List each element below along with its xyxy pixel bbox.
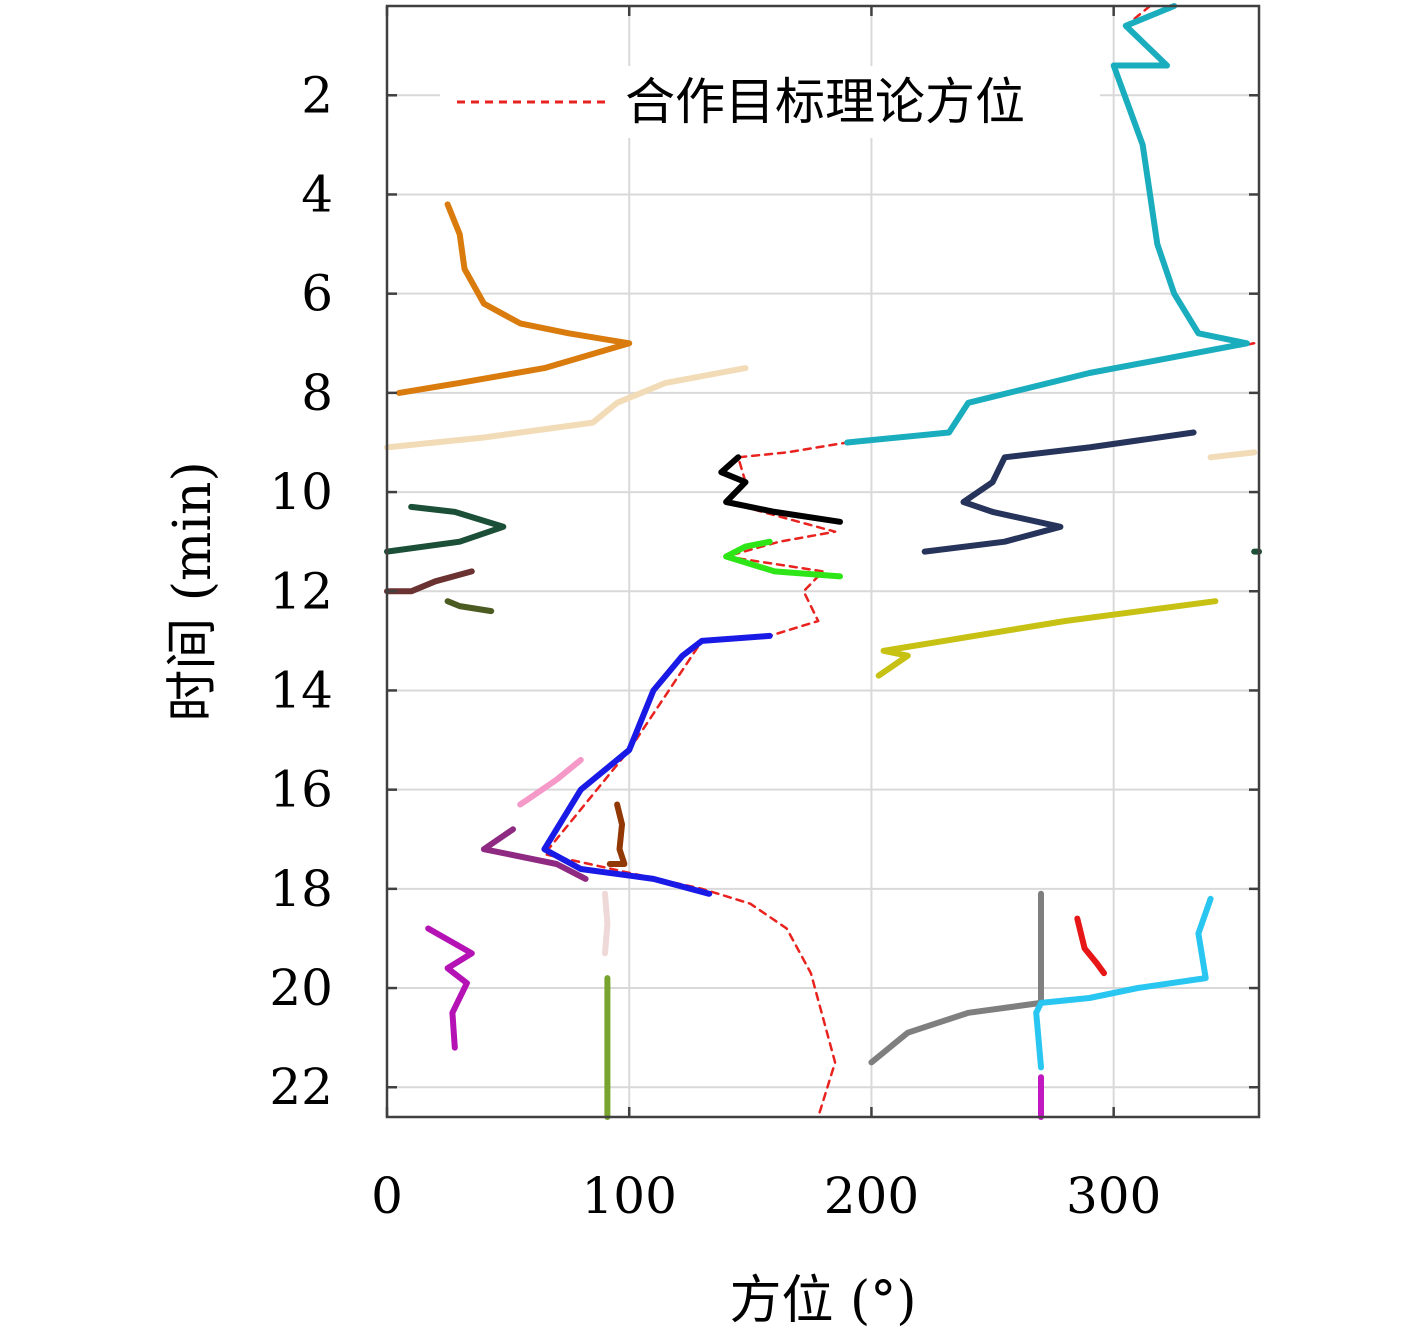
grid-lines — [387, 6, 1259, 1117]
y-tick-label: 18 — [269, 860, 333, 918]
series-track-16 — [602, 890, 611, 957]
series-track-15 — [606, 801, 628, 867]
series-track-11 — [875, 598, 1219, 679]
x-tick-label: 0 — [371, 1167, 403, 1225]
series-track-19 — [868, 890, 1044, 1066]
series-track-14 — [480, 826, 589, 882]
y-tick-label: 16 — [269, 761, 333, 819]
y-axis-title: 时间 (min) — [163, 461, 223, 722]
series-track-20 — [1074, 915, 1107, 977]
y-tick-label: 10 — [269, 463, 333, 521]
legend-background — [440, 66, 1100, 138]
series-track-8 — [723, 538, 843, 580]
series-track-1 — [844, 3, 1250, 446]
series-track-9 — [384, 568, 475, 595]
y-tick-label: 22 — [269, 1058, 333, 1116]
y-tick-label: 14 — [269, 661, 333, 719]
series-layer — [384, 3, 1262, 1120]
x-tick-label: 100 — [582, 1167, 677, 1225]
series-track-12 — [541, 632, 773, 897]
x-axis-title: 方位 (°) — [729, 1271, 916, 1330]
plot-frame — [385, 4, 1261, 1119]
legend: 合作目标理论方位 — [440, 66, 1100, 138]
axis-ticks: 0 100 200 300 2 4 6 8 10 12 14 16 18 20 22 — [269, 6, 1259, 1225]
series-track-17 — [425, 925, 475, 1051]
series-track-4 — [1207, 449, 1258, 461]
series-track-10 — [444, 598, 495, 615]
series-track-6 — [921, 429, 1197, 555]
legend-label: 合作目标理论方位 — [625, 73, 1025, 131]
series-track-21 — [1033, 895, 1214, 1071]
x-tick-label: 200 — [824, 1167, 919, 1225]
y-tick-label: 12 — [269, 562, 333, 620]
series-track-7 — [384, 503, 507, 555]
series-track-3 — [384, 365, 749, 451]
y-tick-label: 4 — [301, 165, 333, 223]
series-track-5 — [718, 454, 843, 525]
y-tick-label: 2 — [301, 66, 333, 124]
series-track-2 — [396, 201, 633, 396]
y-tick-label: 20 — [269, 959, 333, 1017]
x-tick-label: 300 — [1066, 1167, 1161, 1225]
y-tick-label: 8 — [301, 364, 333, 422]
series-track-13 — [517, 756, 584, 808]
y-tick-label: 6 — [301, 265, 333, 323]
